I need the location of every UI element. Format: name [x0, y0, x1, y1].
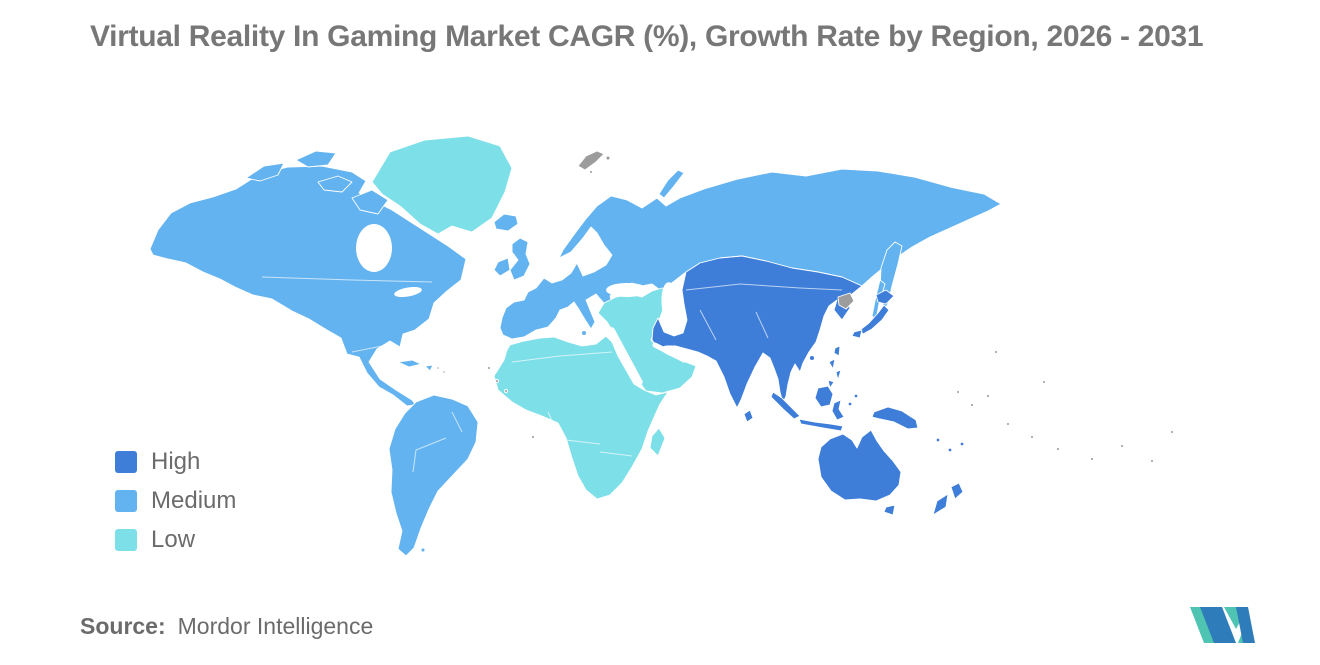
region-japan	[851, 289, 895, 339]
legend-item-high: High	[115, 450, 236, 474]
legend: High Medium Low	[115, 450, 236, 552]
legend-label-low: Low	[151, 526, 196, 553]
source-value: Mordor Intelligence	[177, 613, 374, 639]
legend-label-medium: Medium	[151, 487, 237, 514]
sea-overlays	[356, 224, 687, 385]
region-no-data-islands	[436, 150, 1174, 463]
legend-item-medium: Medium	[115, 489, 236, 513]
country-border-lines	[261, 276, 843, 473]
legend-swatch-high	[115, 451, 137, 473]
legend-item-low: Low	[115, 528, 236, 552]
source-row: Source: Mordor Intelligence	[80, 613, 373, 640]
page-title: Virtual Reality In Gaming Market CAGR (%…	[90, 20, 1204, 53]
region-south-america	[388, 394, 479, 557]
legend-swatch-medium	[115, 490, 137, 512]
legend-swatch-low	[115, 529, 137, 551]
region-north-america	[149, 150, 467, 407]
region-southeast-asia-islands	[770, 345, 965, 453]
mordor-intelligence-logo-icon	[1190, 607, 1255, 643]
region-greenland	[371, 135, 513, 235]
legend-label-high: High	[151, 448, 201, 475]
region-asia-pacific	[651, 255, 863, 423]
region-australia-new-zealand	[817, 429, 964, 516]
region-africa	[493, 335, 669, 500]
source-label: Source:	[80, 613, 166, 639]
